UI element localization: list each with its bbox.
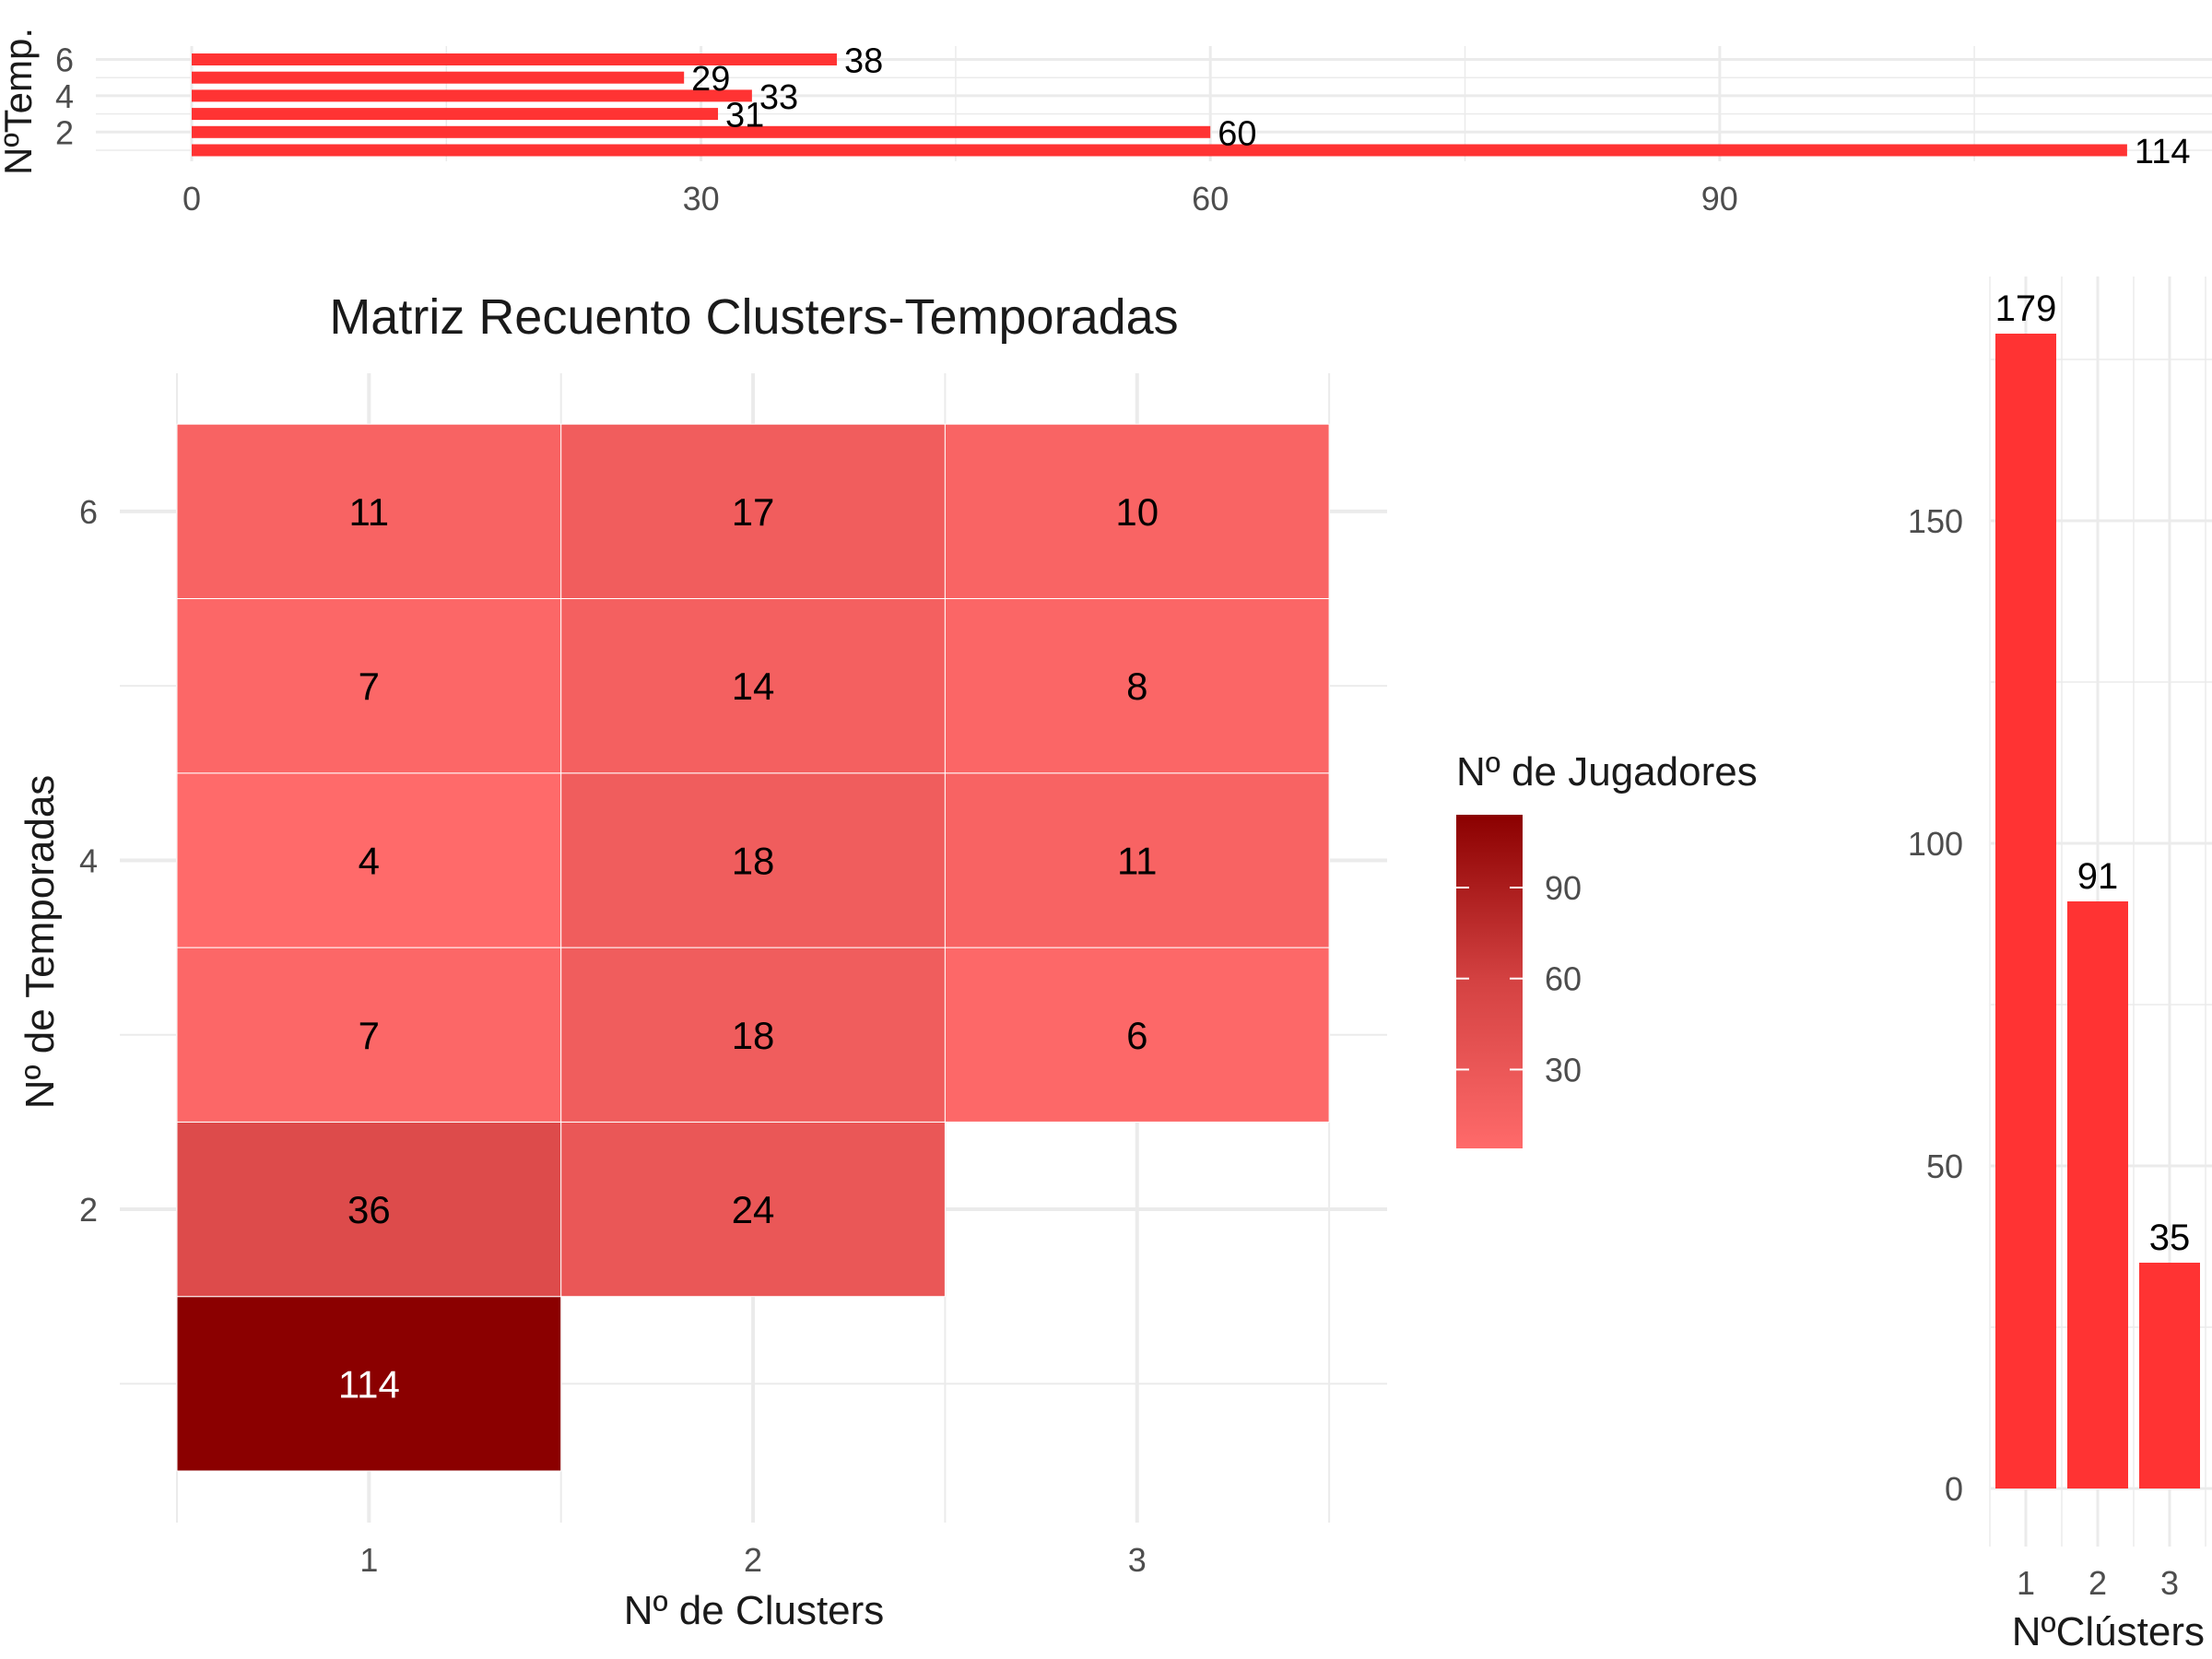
heatmap-cell (176, 1296, 562, 1472)
top-x-tick-label: 90 (1701, 180, 1738, 218)
top-bar-value-label: 114 (2135, 133, 2191, 171)
top-bar (192, 108, 719, 121)
right-chart-ticks: 0 50 100 150 1 2 3 (1908, 502, 2179, 1602)
top-x-tick-label: 30 (683, 180, 720, 218)
heatmap-cell-value: 10 (1115, 490, 1159, 534)
heatmap-cell (176, 772, 562, 948)
heatmap-cell-value: 11 (349, 490, 390, 534)
heatmap-cell (944, 423, 1330, 600)
top-y-tick-label: 2 (55, 113, 74, 151)
top-bar (192, 144, 2127, 157)
legend-ticks: 30 60 90 (1456, 869, 1582, 1088)
heatmap-title: Matriz Recuento Clusters-Temporadas (329, 289, 1178, 345)
right-chart-x-axis-label: NºClústers (2012, 1609, 2205, 1654)
top-bar-value-label: 60 (1218, 114, 1256, 153)
heatmap-y-tick-label: 2 (79, 1191, 98, 1229)
top-x-tick-label: 0 (182, 180, 201, 218)
top-bar (192, 71, 685, 84)
heatmap-y-tick-label: 4 (79, 841, 98, 879)
legend-tick-label: 90 (1545, 869, 1582, 907)
right-bar-value-label: 179 (1995, 288, 2057, 329)
top-bar-value-label: 31 (725, 97, 764, 135)
right-bar-value-label: 35 (2149, 1218, 2191, 1258)
legend-tick-label: 30 (1545, 1051, 1582, 1088)
top-bar (192, 53, 837, 65)
heatmap-cell (560, 772, 946, 948)
heatmap-cell (560, 1121, 946, 1298)
heatmap-cell (944, 598, 1330, 774)
heatmap-cells (176, 423, 1330, 1472)
right-x-tick-label: 3 (2160, 1564, 2179, 1602)
heatmap-cell-labels: 114 36 7 4 7 11 24 18 18 14 17 6 11 8 10 (338, 490, 1159, 1406)
heatmap-cell (560, 423, 946, 600)
top-bar-value-label: 33 (759, 78, 798, 117)
heatmap-x-axis-label: Nº de Clusters (624, 1588, 885, 1633)
heatmap-x-tick-label: 2 (744, 1541, 762, 1579)
heatmap-cell-value: 24 (732, 1188, 775, 1231)
right-bar-value-label: 91 (2077, 856, 2119, 897)
right-x-tick-label: 2 (2088, 1564, 2107, 1602)
legend-title: Nº de Jugadores (1456, 749, 1758, 794)
top-x-tick-label: 60 (1192, 180, 1229, 218)
heatmap-cell (176, 598, 562, 774)
right-chart-bars (1995, 334, 2200, 1488)
top-bar-value-label: 29 (691, 60, 730, 99)
heatmap-x-tick-label: 1 (359, 1541, 378, 1579)
legend-color-bar (1456, 815, 1523, 1148)
heatmap-cell-value: 7 (359, 665, 380, 708)
top-chart-bars (192, 53, 2127, 157)
top-y-tick-label: 6 (55, 41, 74, 79)
top-chart-ticks: 0 30 60 90 246 (55, 41, 1738, 218)
right-y-tick-label: 50 (1926, 1147, 1963, 1185)
heatmap-x-tick-label: 3 (1128, 1541, 1147, 1579)
top-bar (192, 89, 752, 102)
heatmap-cell (944, 772, 1330, 948)
heatmap-cell-value: 14 (732, 665, 775, 708)
heatmap-cell (176, 1121, 562, 1298)
right-bar (1995, 334, 2056, 1488)
heatmap-cell-value: 114 (338, 1362, 400, 1406)
heatmap-cell (944, 947, 1330, 1123)
heatmap-cell-value: 4 (359, 839, 380, 882)
heatmap-cell-value: 18 (732, 1014, 775, 1057)
heatmap-cell-value: 18 (732, 839, 775, 882)
heatmap-cell-value: 11 (1117, 839, 1158, 882)
heatmap-cell-value: 6 (1126, 1014, 1147, 1057)
heatmap-y-axis-label: Nº de Temporadas (18, 775, 63, 1110)
top-chart-y-axis-label: NºTemp. (0, 28, 40, 175)
top-y-tick-label: 4 (55, 77, 74, 115)
top-bar-value-label: 38 (844, 42, 883, 81)
right-y-tick-label: 150 (1908, 502, 1963, 540)
heatmap-y-tick-label: 6 (79, 493, 98, 531)
heatmap-cell (176, 423, 562, 600)
right-x-tick-label: 1 (2017, 1564, 2035, 1602)
right-bar (2139, 1263, 2200, 1488)
heatmap-cell-value: 36 (347, 1188, 391, 1231)
top-bar (192, 125, 1211, 138)
heatmap-cell-value: 8 (1126, 665, 1147, 708)
right-y-tick-label: 0 (1945, 1470, 1963, 1508)
right-y-tick-label: 100 (1908, 825, 1963, 863)
heatmap-cell-value: 7 (359, 1014, 380, 1057)
legend-tick-label: 60 (1545, 960, 1582, 998)
right-bar (2067, 901, 2128, 1488)
heatmap-cell (176, 947, 562, 1123)
heatmap-cell-value: 17 (732, 490, 775, 534)
right-chart-data-labels: 179 91 35 (1995, 288, 2191, 1258)
